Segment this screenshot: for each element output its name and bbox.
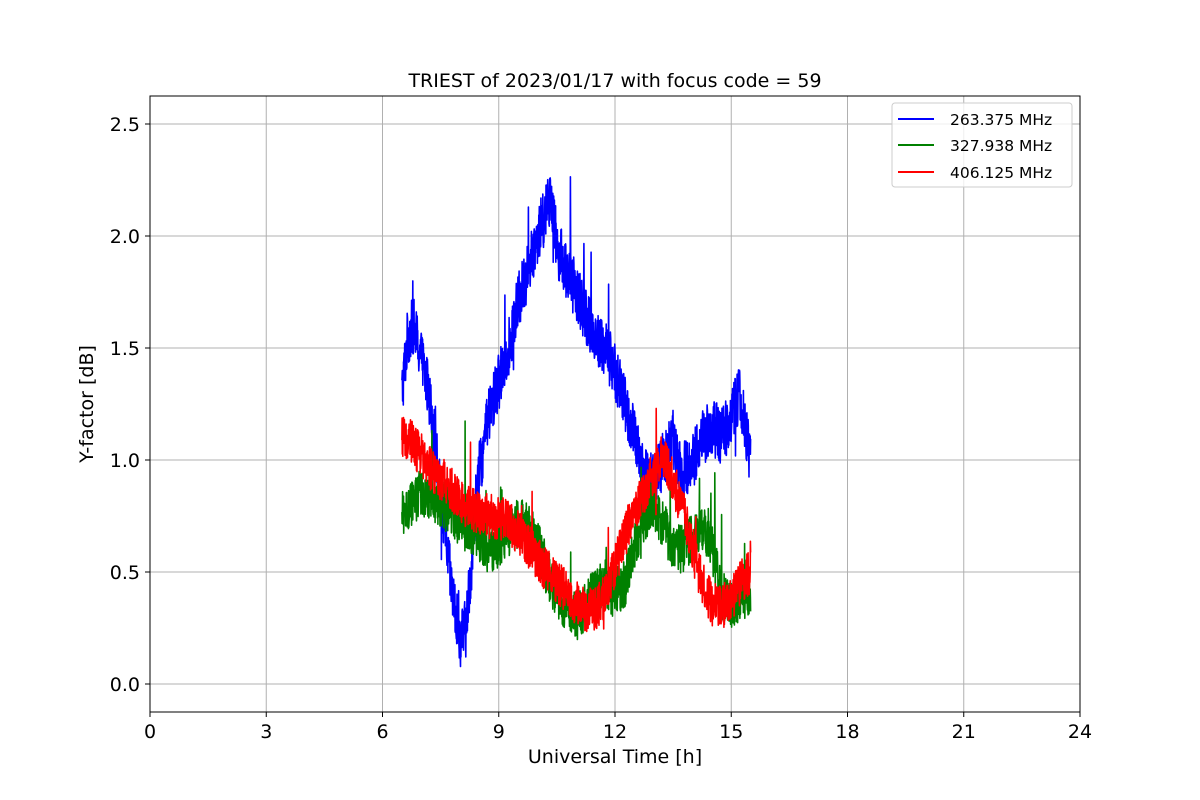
y-axis-label: Y-factor [dB]	[76, 345, 98, 464]
y-tick-label: 1.5	[110, 338, 140, 360]
x-tick-label: 6	[376, 721, 388, 743]
x-axis-label: Universal Time [h]	[528, 746, 702, 768]
x-tick-label: 0	[144, 721, 156, 743]
ticks: 0 3 6 9 12 15 18 21 24 0.0 0.5 1.0 1.5 2.0 2.5	[110, 114, 1092, 743]
x-tick-label: 15	[719, 721, 743, 743]
y-tick-label: 2.0	[110, 226, 140, 248]
series-line-1	[401, 176, 752, 668]
chart-title: TRIEST of 2023/01/17 with focus code = 5…	[407, 70, 821, 92]
y-tick-label: 0.0	[110, 674, 140, 696]
legend-label-1: 263.375 MHz	[950, 111, 1052, 129]
x-tick-label: 9	[493, 721, 505, 743]
x-tick-label: 21	[952, 721, 976, 743]
series-layer	[401, 176, 752, 668]
x-tick-label: 24	[1068, 721, 1092, 743]
x-tick-label: 18	[835, 721, 859, 743]
x-tick-label: 12	[603, 721, 627, 743]
legend-label-3: 406.125 MHz	[950, 164, 1052, 182]
series-line-3	[401, 407, 752, 633]
y-tick-label: 2.5	[110, 114, 140, 136]
y-tick-label: 1.0	[110, 450, 140, 472]
legend: 263.375 MHz 327.938 MHz 406.125 MHz	[891, 102, 1073, 188]
y-tick-label: 0.5	[110, 562, 140, 584]
x-tick-label: 3	[260, 721, 272, 743]
legend-label-2: 327.938 MHz	[950, 137, 1052, 155]
legend-box	[891, 102, 1073, 188]
